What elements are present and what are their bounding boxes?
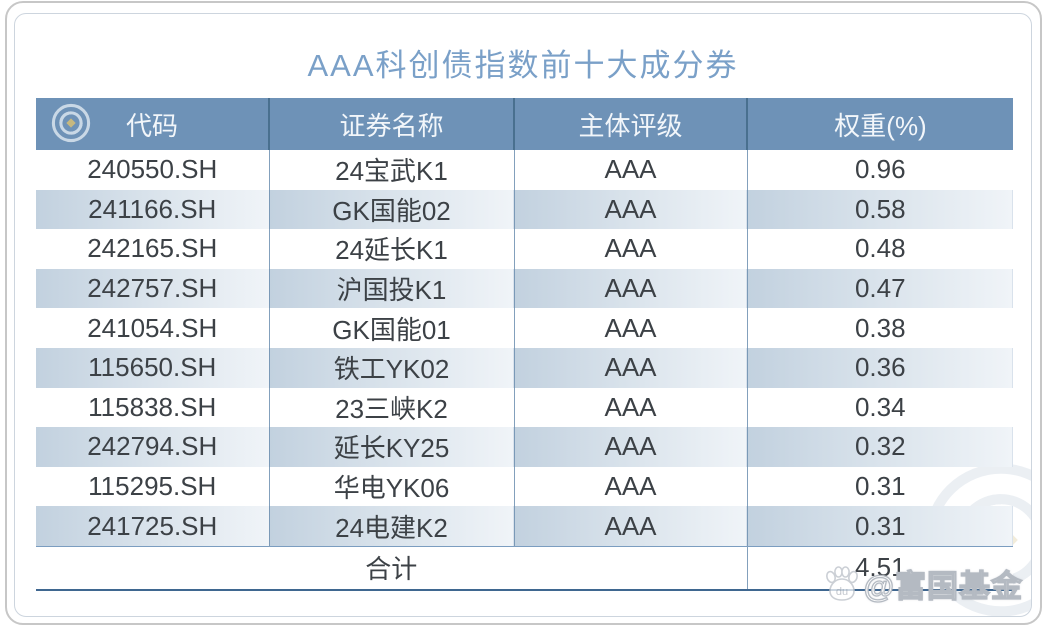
header-name: 证券名称	[269, 98, 515, 150]
rating-cell: AAA	[514, 229, 748, 269]
weight-cell: 0.38	[854, 312, 906, 343]
name-cell: 24宝武K1	[269, 150, 515, 190]
name-cell: 24延长K1	[269, 229, 515, 269]
code-cell: 242757.SH	[36, 268, 270, 309]
header-name-label: 证券名称	[339, 110, 444, 141]
code-cell: 242165.SH	[36, 229, 270, 269]
outer-frame	[5, 1, 1042, 625]
rating-cell: AAA	[514, 466, 748, 507]
table-row: 115838.SH 23三峡K2 AAA 0.34	[36, 387, 1013, 428]
weight-cell: 0.31	[854, 471, 906, 502]
weight-cell: 0.34	[854, 391, 906, 422]
code-cell: 115295.SH	[36, 466, 270, 507]
table-row: 115650.SH 铁工YK02 AAA 0.36	[36, 347, 1013, 388]
table-row: 240550.SH 24宝武K1 AAA 0.96	[36, 150, 1013, 190]
weight-cell: 0.32	[747, 427, 1013, 467]
code-cell: 241166.SH	[36, 189, 270, 230]
table-row: 241166.SH GK国能02 AAA 0.58	[36, 189, 1013, 230]
total-value: 4.51	[747, 545, 1013, 591]
rating-cell: AAA	[514, 387, 748, 428]
table-row: 242757.SH 沪国投K1 AAA 0.47	[36, 268, 1013, 309]
header-weight: 权重(%)	[747, 98, 1013, 150]
name-cell: 沪国投K1	[269, 268, 515, 309]
weight-cell: 0.58	[747, 189, 1013, 230]
code-cell: 115838.SH	[36, 387, 270, 428]
weight-cell: 0.47	[747, 268, 1013, 309]
header-code-label: 代码	[125, 110, 178, 141]
weight-cell: 0.96	[854, 154, 906, 185]
rating-cell: AAA	[514, 268, 748, 309]
header-rating-label: 主体评级	[578, 110, 683, 141]
table-row: 241725.SH 24电建K2 AAA 0.31	[36, 506, 1013, 547]
name-cell: 华电YK06	[269, 466, 515, 507]
table-row: 242165.SH 24延长K1 AAA 0.48	[36, 229, 1013, 269]
total-label: 合计	[36, 545, 748, 591]
rating-cell: AAA	[514, 427, 748, 467]
rating-cell: AAA	[514, 347, 748, 388]
weight-cell: 0.36	[747, 347, 1013, 388]
code-cell: 241054.SH	[36, 308, 270, 348]
page-title: AAA科创债指数前十大成分券	[307, 48, 739, 83]
rating-cell: AAA	[514, 189, 748, 230]
code-cell: 241725.SH	[36, 506, 270, 547]
code-cell: 115650.SH	[36, 347, 270, 388]
weight-cell: 0.48	[854, 233, 906, 264]
weight-cell: 0.31	[747, 506, 1013, 547]
name-cell: 铁工YK02	[269, 347, 515, 388]
constituents-table: 代码 证券名称 主体评级 权重(%) 240550.SH 24宝武K1 AAA 0.9…	[36, 98, 1013, 591]
name-cell: GK国能02	[269, 189, 515, 230]
table-row: 115295.SH 华电YK06 AAA 0.31	[36, 466, 1013, 507]
name-cell: 24电建K2	[269, 506, 515, 547]
header-weight-label: 权重(%)	[834, 110, 927, 141]
table-body: 240550.SH 24宝武K1 AAA 0.96 241166.SH GK国能02 AAA…	[36, 150, 1013, 547]
name-cell: GK国能01	[269, 308, 515, 348]
rating-cell: AAA	[514, 150, 748, 190]
header-row: 代码 证券名称 主体评级 权重(%)	[36, 98, 1013, 150]
rating-cell: AAA	[514, 308, 748, 348]
rating-cell: AAA	[514, 506, 748, 547]
fullgoal-logo-icon	[51, 103, 91, 143]
table-row: 241054.SH GK国能01 AAA 0.38	[36, 308, 1013, 348]
code-cell: 242794.SH	[36, 427, 270, 467]
header-rating: 主体评级	[514, 98, 748, 150]
header-code: 代码	[36, 98, 270, 150]
code-cell: 240550.SH	[36, 150, 270, 190]
name-cell: 延长KY25	[269, 427, 515, 467]
name-cell: 23三峡K2	[269, 387, 515, 428]
card: AAA科创债指数前十大成分券 代码	[14, 13, 1032, 617]
table-row: 242794.SH 延长KY25 AAA 0.32	[36, 427, 1013, 467]
total-row: 合计 4.51	[36, 545, 1013, 591]
